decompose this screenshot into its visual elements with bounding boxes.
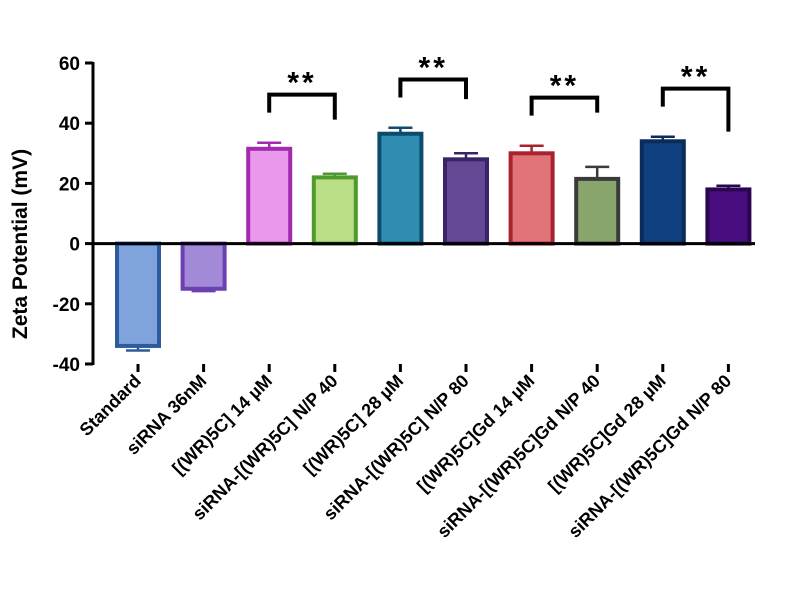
category-label: [(WR)5C]Gd 14 µM (413, 371, 538, 496)
bars-layer (115, 126, 752, 352)
y-tick-label: 20 (59, 174, 80, 195)
significance-label: ** (419, 52, 448, 85)
bar (180, 241, 227, 291)
bar (377, 131, 424, 246)
significance-bracket (529, 95, 600, 116)
significance-label: ** (681, 61, 710, 94)
axes-layer (91, 62, 755, 365)
bar (508, 151, 555, 246)
bar (574, 176, 621, 246)
y-tick-label: 0 (69, 235, 80, 256)
significance-label: ** (550, 70, 579, 103)
y-tick-label: -40 (53, 355, 80, 376)
bar (246, 146, 293, 246)
bar (639, 139, 686, 246)
category-label: [(WR)5C]Gd 28 µM (544, 371, 669, 496)
bar (115, 241, 161, 348)
significance-bracket (267, 92, 337, 120)
y-tick-label: -20 (53, 295, 80, 316)
significance-layer: ** ** ** ** (267, 52, 731, 132)
significance-label: ** (287, 67, 316, 100)
y-ticks-layer: -40 -20 0 20 40 60 (53, 54, 93, 376)
category-label: Standard (76, 371, 145, 440)
y-tick-label: 40 (59, 114, 80, 135)
y-axis-label: Zeta Potential (mV) (9, 149, 32, 339)
significance-bracket (660, 86, 731, 132)
bar (443, 157, 489, 246)
significance-bracket (398, 77, 468, 100)
bar (311, 175, 358, 246)
y-tick-label: 60 (59, 54, 80, 75)
bar (705, 187, 752, 246)
